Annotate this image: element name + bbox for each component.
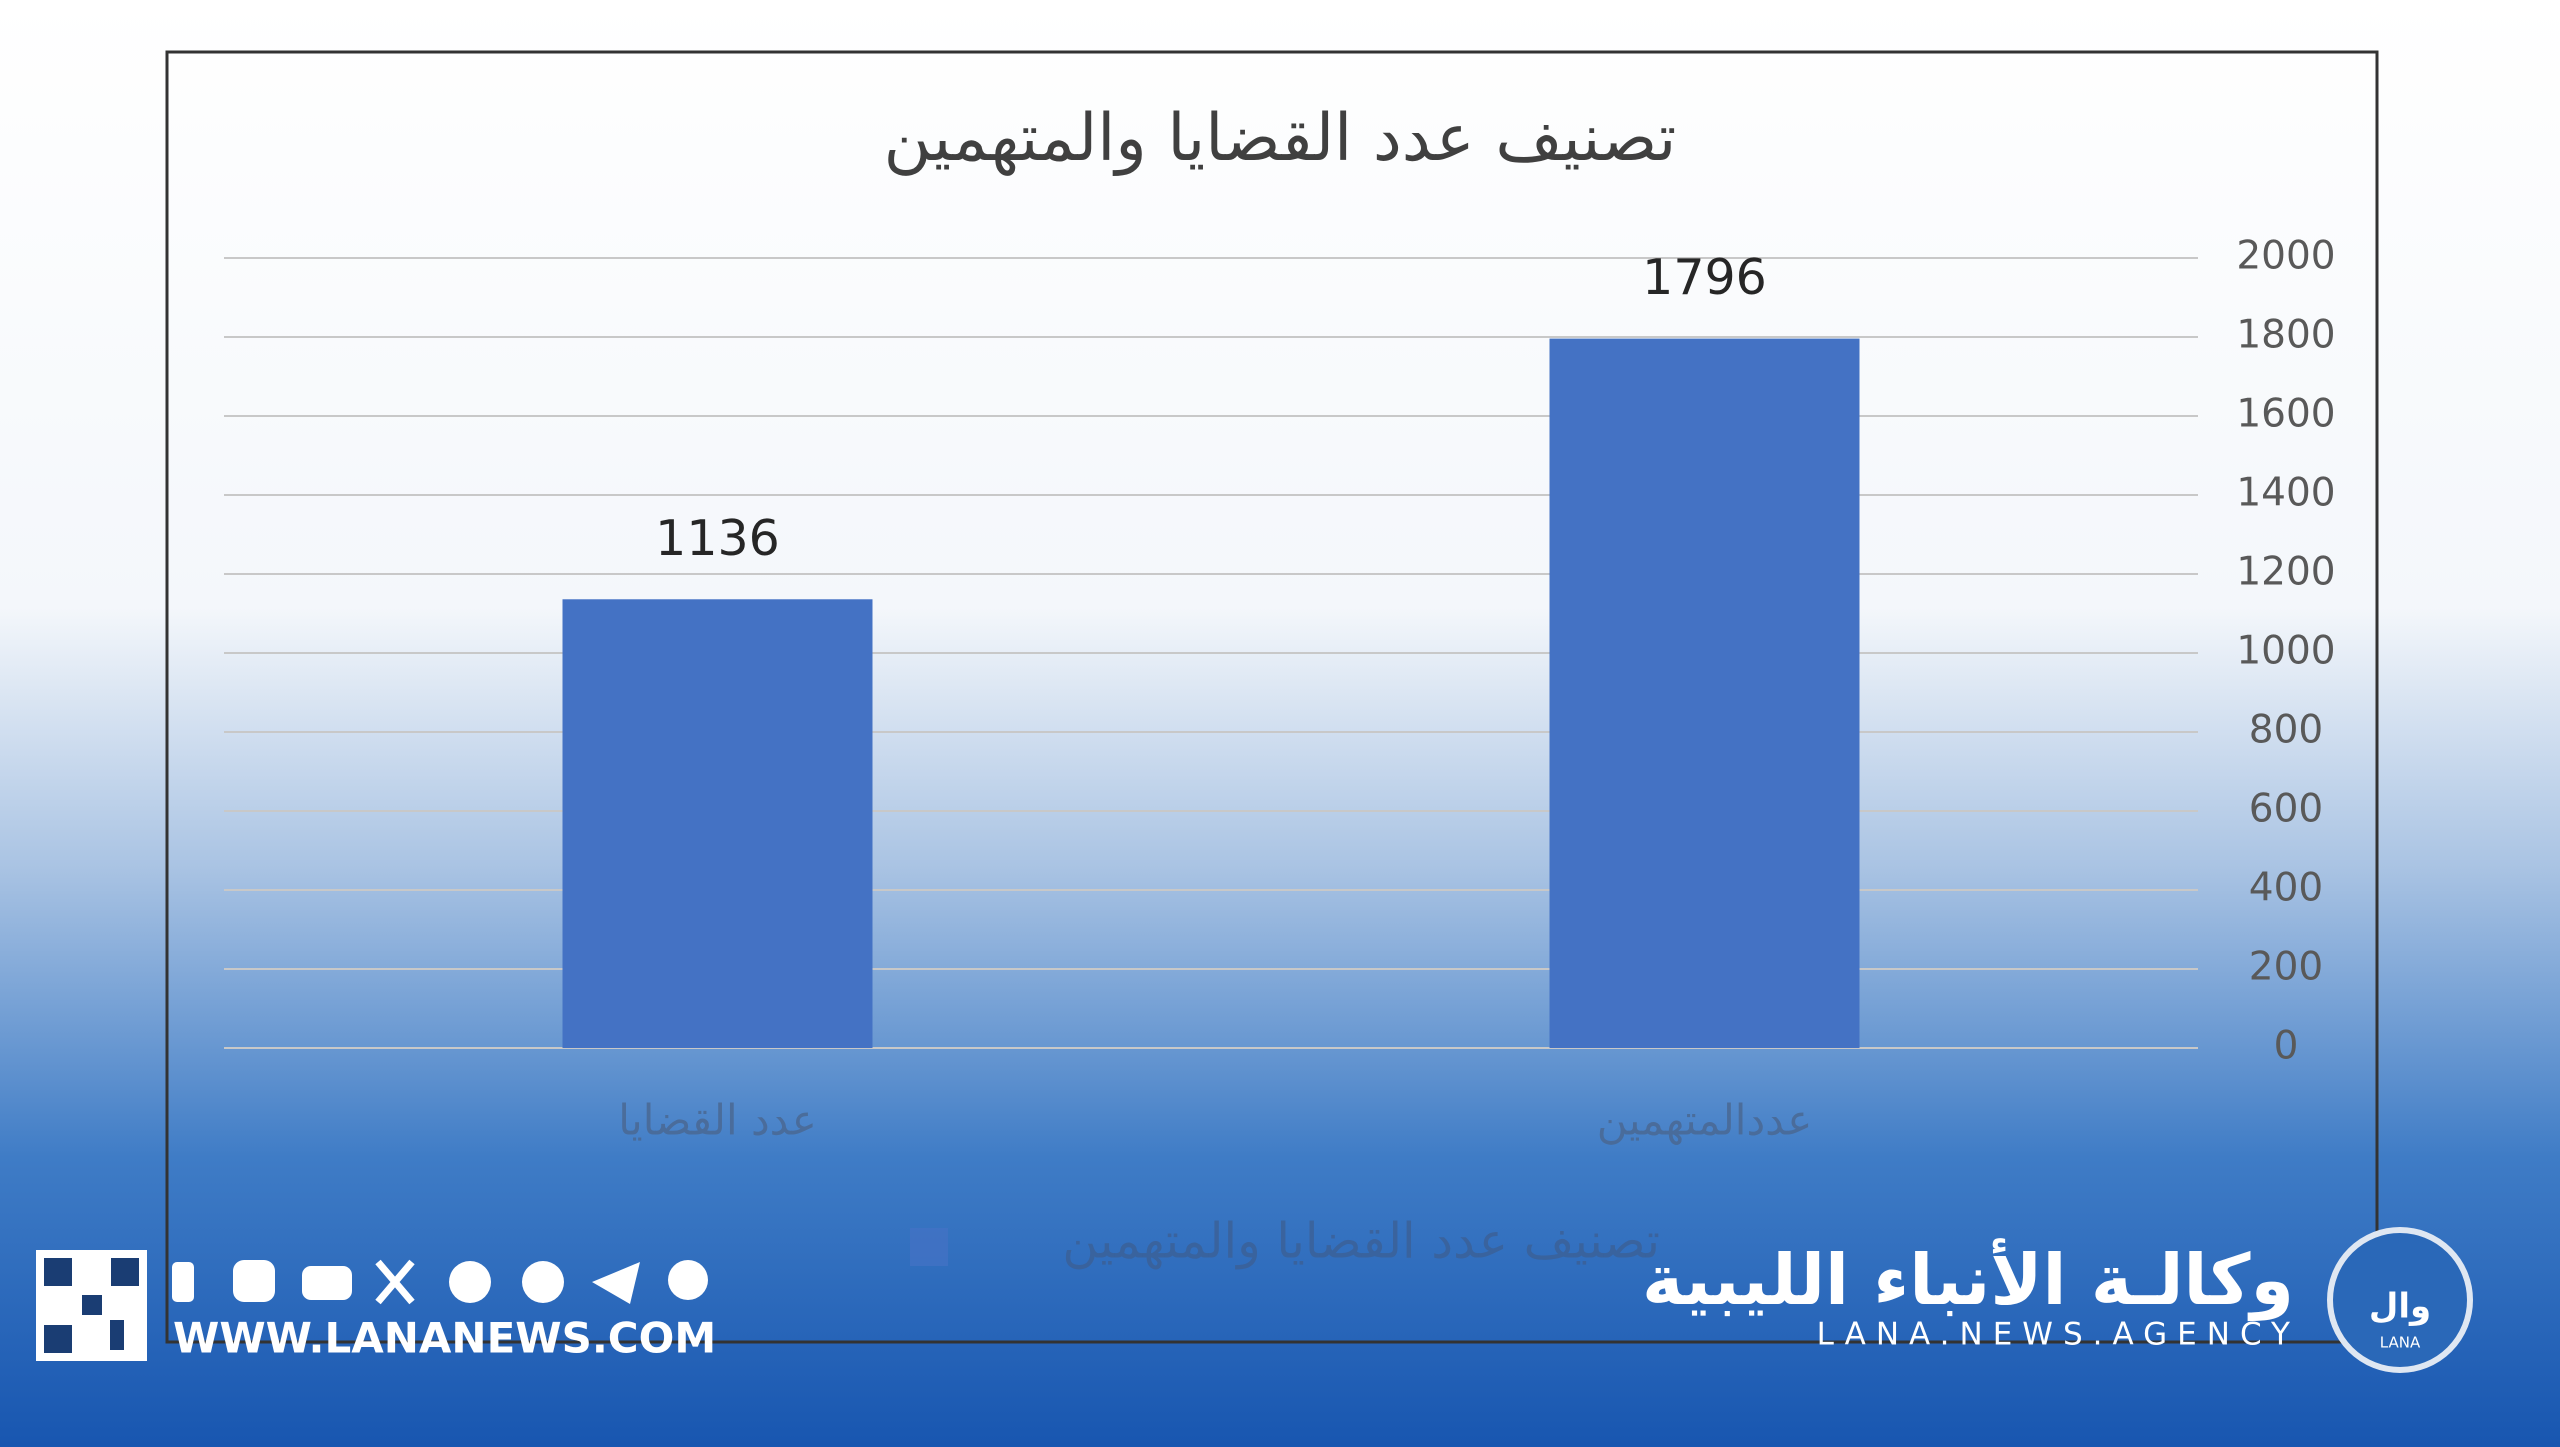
bar [562,599,873,1048]
website: WWW.LANANEWS.COM [173,1314,716,1363]
y-tick-label: 800 [2249,708,2323,753]
y-tick-label: 400 [2249,866,2323,911]
y-tick-label: 1000 [2236,629,2335,674]
logo-text: LANA [2380,1334,2421,1352]
social-icons [172,1259,708,1305]
value-label: 1136 [655,510,780,567]
chart-title: تصنيف عدد القضايا والمتهمين [884,101,1677,176]
bar [1549,338,1860,1049]
agency-name: وكالـة الأنباء الليبية [1642,1238,2294,1321]
y-tick-label: 1200 [2236,550,2335,595]
agency-latin: LANA.NEWS.AGENCY [1817,1317,2300,1353]
chart-frame [165,50,2379,1344]
qr-code [36,1250,147,1361]
plot: 0 200 400 600 800 1000 1200 1400 1600 1800 2000 عدد… [224,234,2336,1146]
legend-swatch [910,1228,948,1266]
y-tick-label: 600 [2249,787,2323,832]
x-tick-label: عدد القضايا [618,1096,817,1145]
logo-arabic: وال [2369,1287,2431,1327]
y-tick-label: 1400 [2236,471,2335,516]
y-tick-label: 1800 [2236,313,2335,358]
y-tick-label: 200 [2249,945,2323,990]
y-tick-label: 0 [2274,1024,2299,1069]
logo [2327,1227,2473,1373]
value-label: 1796 [1642,249,1767,306]
x-tick-label: عددالمتهمين [1597,1096,1813,1146]
y-tick-label: 1600 [2236,392,2335,437]
y-tick-label: 2000 [2236,234,2335,279]
legend-label: تصنيف عدد القضايا والمتهمين [1062,1213,1660,1270]
